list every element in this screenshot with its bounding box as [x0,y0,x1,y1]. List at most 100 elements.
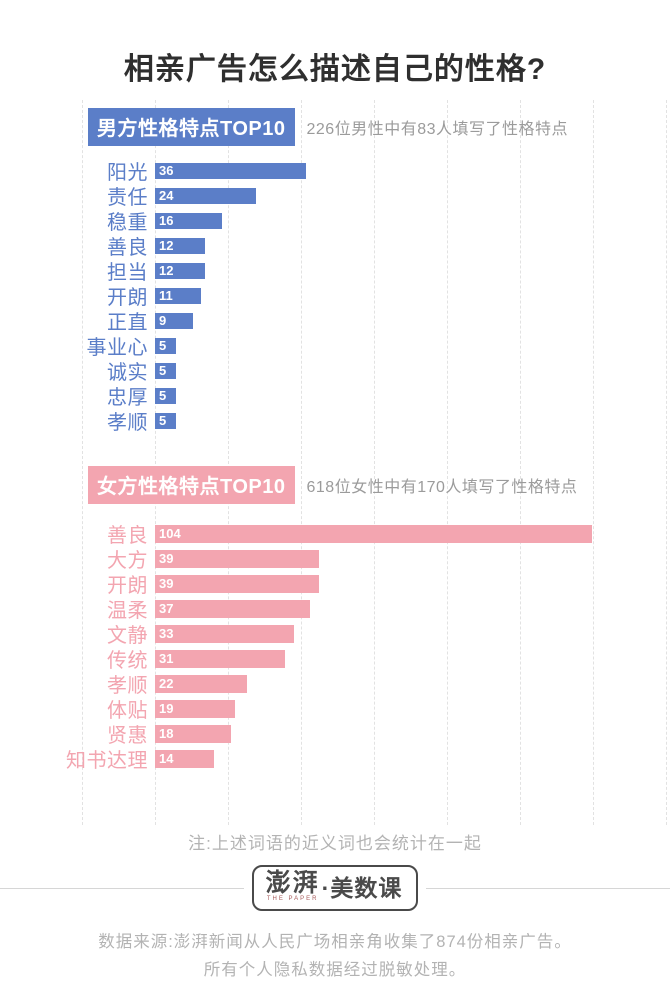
page-title: 相亲广告怎么描述自己的性格? [123,53,547,87]
bar: 31 [155,649,286,668]
bar-row: 体贴 19 [0,696,670,722]
bar-row: 善良 104 [0,521,670,547]
bar: 33 [155,624,294,643]
category-label: 诚实 [107,362,148,384]
bar-value: 19 [159,701,174,716]
bar: 39 [155,549,319,568]
bar-value: 12 [159,238,174,253]
bar: 39 [155,574,319,593]
bar-value: 12 [159,263,174,278]
bar: 22 [155,674,248,693]
bar: 19 [155,699,235,718]
bar-row: 知书达理 14 [0,746,670,772]
category-label: 担当 [107,262,148,284]
male-section-subtitle: 226位男性中有83人填写了性格特点 [306,121,568,138]
bar: 16 [155,212,223,229]
female-section-badge: 女方性格特点TOP10 [88,466,295,504]
category-label: 稳重 [107,212,148,234]
female-section-header: 女方性格特点TOP10 618位女性中有170人填写了性格特点 [88,466,577,504]
category-label: 传统 [107,650,148,672]
category-label: 文静 [107,625,148,647]
bar-value: 36 [159,163,174,178]
bar-row: 事业心 5 [0,333,670,359]
logo-row: 澎湃 THE PAPER ·美数课 [0,864,670,912]
category-label: 温柔 [107,600,148,622]
bar-row: 传统 31 [0,646,670,672]
bar-row: 孝顺 5 [0,408,670,434]
bar-value: 24 [159,188,174,203]
bar-value: 5 [159,363,167,378]
bar-value: 16 [159,213,174,228]
bar-value: 5 [159,413,167,428]
category-label: 大方 [107,550,148,572]
brand-logo-mark: 澎湃 THE PAPER [266,870,320,902]
privacy-line: 所有个人隐私数据经过脱敏处理。 [203,961,467,979]
female-bar-chart: 善良 104 大方 39 开朗 39 温柔 37 文静 33 传统 31 孝顺 22 体贴 19 贤惠 18 知书达… [0,521,670,772]
bar-value: 33 [159,626,174,641]
bar-row: 正直 9 [0,308,670,334]
bar-value: 31 [159,651,174,666]
bar: 12 [155,237,206,254]
bar: 11 [155,287,202,304]
brand-logo-text: 澎湃 [265,868,320,897]
data-source-footer: 数据来源:澎湃新闻从人民广场相亲角收集了874份相亲广告。 所有个人隐私数据经过… [0,928,670,984]
bar: 24 [155,187,256,204]
bar-row: 温柔 37 [0,596,670,622]
bar-row: 责任 24 [0,183,670,209]
category-label: 体贴 [107,700,148,722]
bar-row: 善良 12 [0,233,670,259]
bar-value: 5 [159,338,167,353]
category-label: 善良 [107,525,148,547]
bar-value: 5 [159,388,167,403]
bar-row: 孝顺 22 [0,671,670,697]
bar: 18 [155,724,231,743]
bar: 5 [155,362,176,379]
brand-logo-subtext: THE PAPER [266,896,319,902]
bar: 5 [155,387,176,404]
category-label: 正直 [107,312,148,334]
data-source-line: 数据来源:澎湃新闻从人民广场相亲角收集了874份相亲广告。 [98,933,572,951]
bar: 104 [155,524,592,543]
category-label: 孝顺 [107,675,148,697]
bar-value: 37 [159,601,174,616]
bar-row: 贤惠 18 [0,721,670,747]
bar-row: 忠厚 5 [0,383,670,409]
bar-row: 担当 12 [0,258,670,284]
bar-value: 39 [159,576,174,591]
category-label: 孝顺 [107,412,148,434]
bar: 14 [155,749,214,768]
bar-row: 开朗 11 [0,283,670,309]
male-section-header: 男方性格特点TOP10 226位男性中有83人填写了性格特点 [88,108,568,146]
category-label: 忠厚 [107,387,148,409]
bar-value: 39 [159,551,174,566]
bar-value: 22 [159,676,174,691]
bar-row: 开朗 39 [0,571,670,597]
bar-row: 阳光 36 [0,158,670,184]
category-label: 开朗 [107,575,148,597]
bar-row: 文静 33 [0,621,670,647]
brand-logo-suffix: ·美数课 [321,875,403,901]
bar: 12 [155,262,206,279]
brand-logo: 澎湃 THE PAPER ·美数课 [251,865,419,911]
bar: 9 [155,312,193,329]
male-section-badge: 男方性格特点TOP10 [88,108,295,146]
logo-divider-left [0,887,244,889]
category-label: 阳光 [107,162,148,184]
bar-row: 稳重 16 [0,208,670,234]
category-label: 开朗 [107,287,148,309]
logo-divider-right [426,887,670,889]
male-bar-chart: 阳光 36 责任 24 稳重 16 善良 12 担当 12 开朗 11 正直 9 事业心 5 诚实 5 忠厚 5 孝顺 5 [0,158,670,434]
bar-row: 诚实 5 [0,358,670,384]
category-label: 贤惠 [107,725,148,747]
female-section-subtitle: 618位女性中有170人填写了性格特点 [306,479,578,496]
bar: 5 [155,337,176,354]
bar-value: 14 [159,751,174,766]
bar: 5 [155,412,176,429]
category-label: 知书达理 [66,750,148,772]
bar-value: 11 [159,288,173,303]
category-label: 善良 [107,237,148,259]
bar-value: 104 [159,526,181,541]
bar: 37 [155,599,311,618]
bar-value: 9 [159,313,167,328]
